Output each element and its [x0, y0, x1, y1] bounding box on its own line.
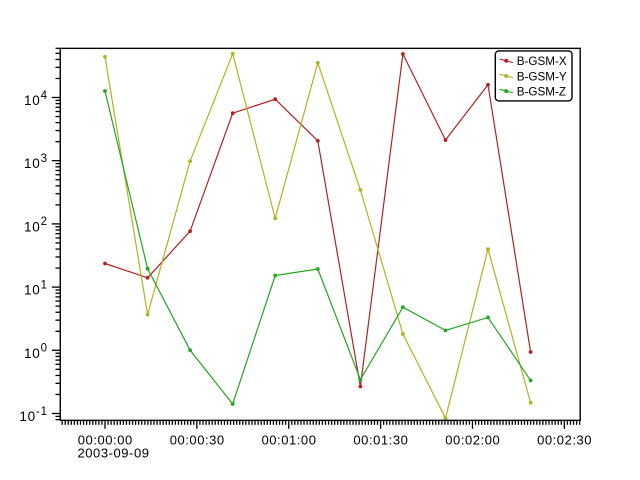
svg-text:00:02:30: 00:02:30 — [537, 432, 592, 447]
svg-text:00:01:30: 00:01:30 — [353, 432, 408, 447]
svg-text:00:01:00: 00:01:00 — [261, 432, 316, 447]
svg-text:B-GSM-Z: B-GSM-Z — [517, 85, 566, 98]
svg-text:B-GSM-Y: B-GSM-Y — [517, 70, 567, 83]
svg-text:00:02:00: 00:02:00 — [445, 432, 500, 447]
svg-text:B-GSM-X: B-GSM-X — [517, 55, 567, 68]
svg-text:00:00:00: 00:00:00 — [78, 432, 133, 447]
svg-text:00:00:30: 00:00:30 — [170, 432, 225, 447]
svg-text:2003-09-09: 2003-09-09 — [78, 445, 150, 460]
